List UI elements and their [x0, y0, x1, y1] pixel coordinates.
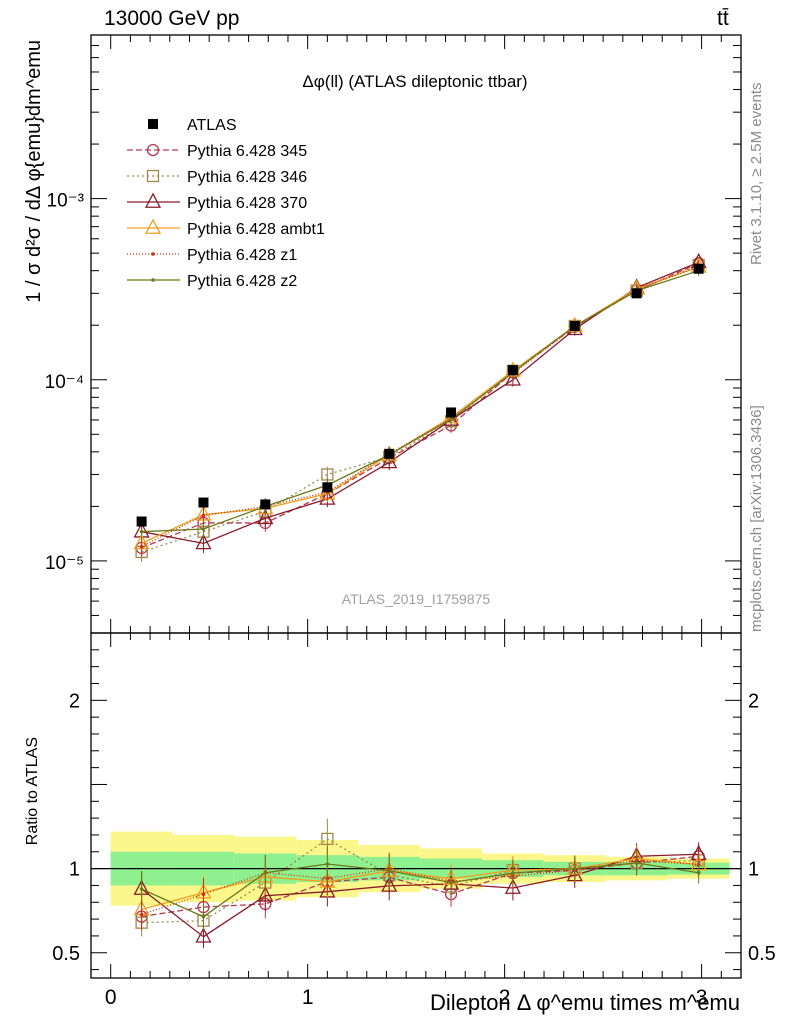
series-point-5-0 [139, 529, 144, 534]
data-point-3 [322, 482, 333, 493]
ratio-axis-label: Ratio to ATLAS [24, 737, 41, 845]
series-point-5-1 [201, 527, 206, 531]
legend-label-6: Pythia 6.428 z2 [187, 273, 297, 290]
ratio-point-4-0 [139, 912, 144, 917]
series-line-5 [141, 270, 699, 533]
ratio-line-0 [141, 855, 699, 918]
series-line-3 [141, 266, 699, 544]
ratio-point-5-7 [572, 866, 577, 871]
ratio-line-5 [141, 862, 699, 918]
series-point-2-6 [504, 370, 521, 386]
series-line-2 [141, 261, 699, 545]
ratio-point-5-2 [263, 870, 268, 875]
ratio-point-5-1 [201, 914, 206, 919]
y-tick-label-2: 10⁻³ [47, 191, 85, 212]
ratio-point-5-8 [634, 861, 639, 865]
series-point-2-1 [195, 533, 212, 550]
x-tick-label-3: 3 [696, 986, 708, 1009]
ratio-point-1-3 [321, 832, 334, 846]
chart-title: Δφ(ll) (ATLAS dileptonic ttbar) [302, 72, 527, 91]
legend-marker-3 [144, 192, 162, 208]
legend-marker-5 [151, 252, 155, 256]
legend-label-3: Pythia 6.428 370 [187, 195, 307, 212]
legend-label-1: Pythia 6.428 345 [187, 143, 307, 160]
data-point-4 [384, 448, 395, 459]
legend-marker-1 [146, 143, 160, 157]
ratio-point-5-9 [696, 870, 701, 875]
ratio-y-tick-label-left-1: 1 [69, 859, 80, 881]
data-point-6 [507, 365, 518, 376]
ratio-y-tick-label-left-0: 0.5 [52, 943, 80, 965]
ratio-frame [90, 632, 742, 979]
series-line-0 [141, 262, 699, 549]
series-point-2-3 [319, 489, 336, 505]
x-tick-label-0: 0 [105, 986, 117, 1009]
data-point-2 [260, 499, 271, 510]
ratio-point-5-0 [139, 887, 144, 891]
legend-marker-6 [151, 278, 155, 282]
data-point-5 [446, 407, 457, 418]
ratio-y-tick-label-right-2: 2 [748, 690, 759, 712]
process-label: tt̄ [717, 7, 729, 30]
series-point-4-1 [201, 513, 206, 518]
data-point-0 [136, 516, 147, 527]
ratio-point-2-4 [381, 876, 398, 892]
x-axis-label: Dilepton Δ φ^emu times m^emu [430, 990, 740, 1015]
series-point-5-5 [449, 417, 453, 422]
y-tick-label-1: 10⁻⁴ [45, 372, 84, 393]
x-tick-label-1: 1 [302, 986, 314, 1009]
mcplots-source-label: mcplots.cern.ch [arXiv:1306.3436] [748, 405, 765, 632]
legend-marker-0 [148, 119, 158, 129]
x-tick-label-2: 2 [499, 986, 511, 1009]
collision-energy-label: 13000 GeV pp [104, 7, 240, 30]
ratio-point-5-6 [511, 871, 515, 875]
ratio-y-tick-label-right-1: 1 [748, 859, 759, 881]
legend-marker-4 [144, 218, 162, 234]
ratio-line-3 [141, 857, 699, 911]
legend: ATLAS Pythia 6.428 345 Pythia 6.428 346 Pyt… [127, 117, 325, 290]
y-axis-label: 1 / σ d²σ / dΔ φ{emu}dm^emu [23, 40, 45, 303]
ratio-point-2-1 [195, 927, 212, 943]
ratio-point-4-1 [201, 892, 206, 897]
axes-frames [90, 34, 742, 979]
ratio-y-tick-label-left-2: 2 [69, 690, 80, 712]
series-point-2-2 [257, 508, 274, 525]
legend-label-2: Pythia 6.428 346 [187, 169, 307, 186]
analysis-label: ATLAS_2019_I1759875 [342, 591, 491, 607]
ratio-point-2-2 [257, 886, 274, 902]
legend-marker-2 [146, 169, 160, 183]
data-points [136, 263, 704, 527]
ratio-point-5-4 [387, 868, 392, 873]
series-line-1 [141, 264, 699, 553]
data-point-7 [569, 321, 580, 332]
data-point-9 [693, 263, 704, 274]
series-line-4 [141, 266, 699, 548]
series-point-4-0 [139, 544, 144, 549]
axis-labels: 0 1 2 3 10⁻⁵ 10⁻⁴ 10⁻³ 0.5 0.5 1 1 2 2 Δφ(ll) (ATLAS … [23, 40, 776, 1015]
y-tick-label-0: 10⁻⁵ [45, 553, 84, 574]
data-point-1 [198, 497, 209, 508]
ratio-point-2-6 [504, 878, 521, 894]
ratio-point-5-3 [325, 862, 330, 866]
legend-label-0: ATLAS [187, 117, 237, 134]
data-point-8 [631, 288, 642, 299]
legend-label-4: Pythia 6.428 ambt1 [187, 221, 325, 238]
legend-label-5: Pythia 6.428 z1 [187, 247, 297, 264]
rivet-version-label: Rivet 3.1.10, ≥ 2.5M events [748, 82, 765, 266]
ratio-point-5-5 [449, 880, 453, 885]
axis-ticks [91, 34, 742, 978]
series-point-2-4 [381, 452, 398, 469]
ratio-y-tick-label-right-0: 0.5 [748, 943, 776, 965]
